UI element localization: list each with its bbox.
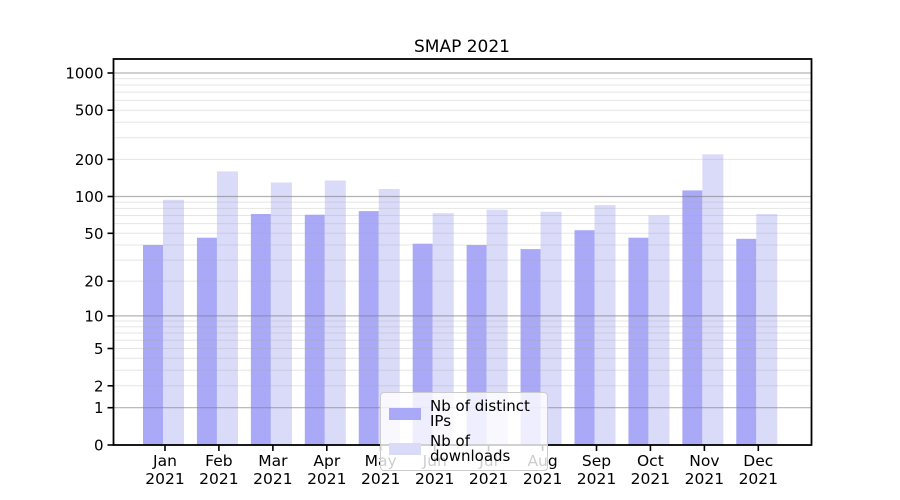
x-tick-label-year-nov: 2021: [685, 470, 724, 488]
legend-label-distinct-ips: Nb of distinct IPs: [430, 397, 530, 430]
x-tick-label-year-jun: 2021: [415, 470, 454, 488]
legend-swatch-distinct-ips: [389, 408, 421, 420]
bar-distinct-ips-dec: [736, 238, 757, 445]
bar-distinct-ips-mar: [250, 214, 271, 445]
y-tick-label-0: 0: [94, 437, 104, 455]
bar-distinct-ips-sep: [574, 230, 595, 445]
y-tick-label-5: 5: [94, 340, 104, 358]
y-tick-label-1000: 1000: [65, 65, 103, 83]
y-tick-label-200: 200: [75, 151, 104, 169]
bar-downloads-jun: [432, 213, 454, 445]
bar-downloads-aug: [540, 211, 562, 445]
bar-downloads-may: [378, 189, 400, 445]
x-tick-label-year-dec: 2021: [739, 470, 778, 488]
chart-title: SMAP 2021: [414, 37, 510, 57]
y-tick-label-2: 2: [94, 377, 104, 395]
x-tick-label-month-nov: Nov: [689, 452, 719, 470]
x-tick-label-year-apr: 2021: [307, 470, 346, 488]
y-tick-label-20: 20: [84, 273, 103, 291]
bar-downloads-jan: [163, 199, 184, 445]
x-tick-label-month-feb: Feb: [205, 452, 232, 470]
bar-distinct-ips-jan: [143, 245, 163, 445]
y-tick-label-100: 100: [75, 188, 104, 206]
bar-distinct-ips-oct: [628, 237, 649, 445]
bar-distinct-ips-feb: [196, 237, 217, 445]
bar-distinct-ips-nov: [682, 190, 703, 445]
bar-distinct-ips-may: [358, 211, 379, 445]
legend-item-distinct-ips: Nb of distinct IPs: [389, 399, 539, 429]
x-tick-label-year-oct: 2021: [631, 470, 670, 488]
x-tick-label-month-dec: Dec: [743, 452, 773, 470]
bar-downloads-apr: [324, 180, 346, 445]
bar-distinct-ips-apr: [304, 214, 325, 445]
legend-label-downloads: Nb of downloads: [430, 432, 511, 465]
x-tick-label-month-oct: Oct: [637, 452, 664, 470]
x-tick-label-year-jul: 2021: [469, 470, 508, 488]
bar-downloads-feb: [216, 171, 238, 445]
x-tick-label-month-jan: Jan: [152, 452, 177, 470]
x-tick-label-year-mar: 2021: [253, 470, 292, 488]
x-tick-label-year-jan: 2021: [145, 470, 184, 488]
legend-item-downloads: Nb of downloads: [389, 434, 539, 464]
x-tick-label-year-aug: 2021: [523, 470, 562, 488]
legend: Nb of distinct IPs Nb of downloads: [380, 392, 548, 471]
x-tick-label-year-may: 2021: [361, 470, 400, 488]
x-tick-label-year-feb: 2021: [199, 470, 238, 488]
bar-downloads-nov: [702, 154, 724, 446]
bar-downloads-oct: [648, 215, 670, 445]
x-tick-label-year-sep: 2021: [577, 470, 616, 488]
y-tick-label-1: 1: [94, 399, 104, 417]
bar-downloads-jul: [486, 209, 508, 445]
x-tick-label-month-apr: Apr: [313, 452, 340, 470]
x-tick-label-month-mar: Mar: [258, 452, 288, 470]
y-tick-label-500: 500: [75, 102, 104, 120]
bar-downloads-sep: [594, 205, 616, 445]
bar-downloads-dec: [756, 214, 778, 445]
legend-swatch-downloads: [389, 443, 421, 455]
y-tick-label-50: 50: [84, 225, 103, 243]
x-tick-label-month-sep: Sep: [582, 452, 611, 470]
bar-downloads-mar: [270, 182, 292, 445]
y-tick-label-10: 10: [84, 307, 103, 325]
